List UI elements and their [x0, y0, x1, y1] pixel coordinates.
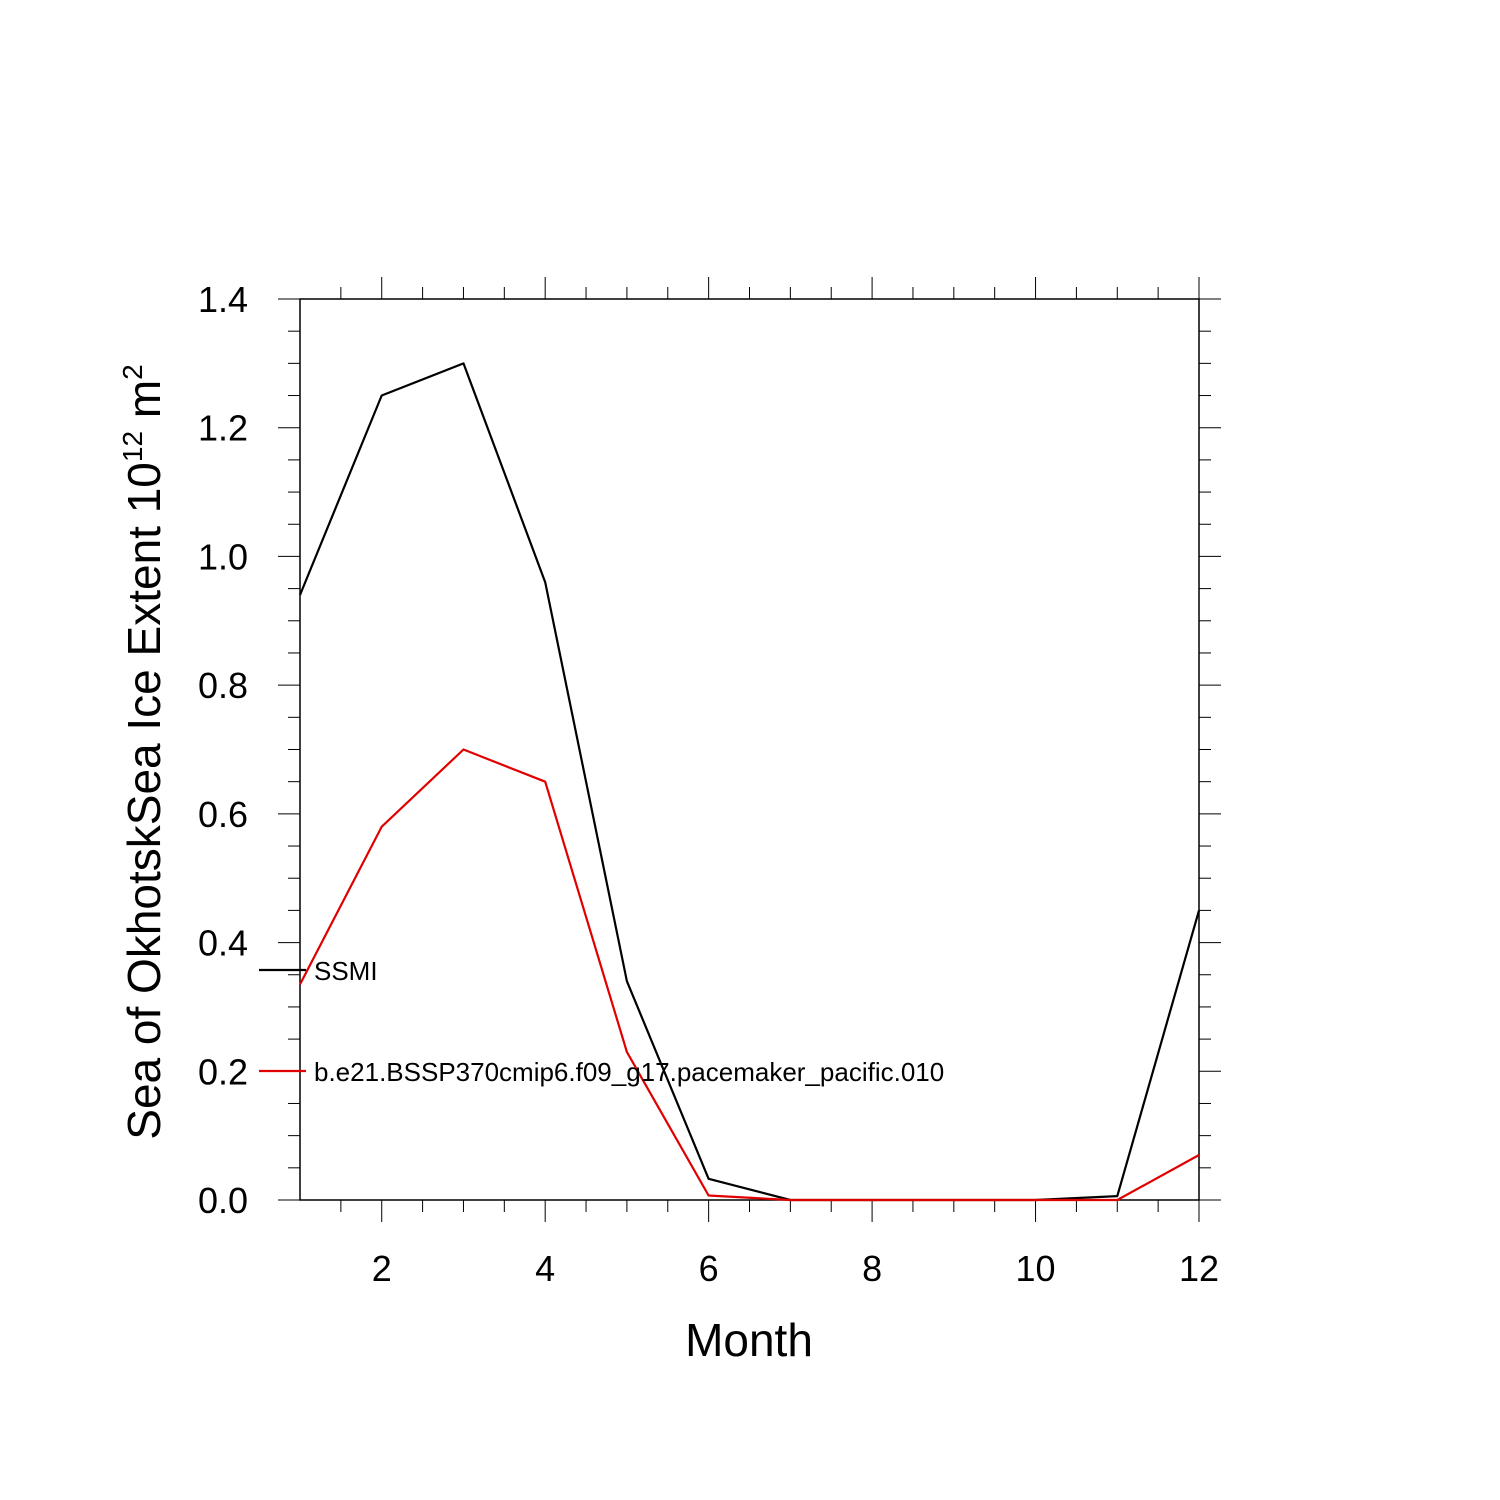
x-tick-labels: 2 4 6 8 10 12 [372, 1248, 1219, 1289]
x-tick-label: 2 [372, 1248, 392, 1289]
x-tick-label: 6 [699, 1248, 719, 1289]
y-tick-labels: 0.0 0.2 0.4 0.6 0.8 1.0 1.2 1.4 [198, 279, 248, 1221]
y-tick-label: 0.2 [198, 1051, 248, 1092]
y-axis-title-unit: m [118, 380, 170, 431]
y-tick-label: 1.0 [198, 536, 248, 577]
x-tick-label: 12 [1179, 1248, 1219, 1289]
y-tick-label: 0.8 [198, 665, 248, 706]
y-tick-label: 0.6 [198, 794, 248, 835]
minor-ticks [288, 287, 1211, 1212]
y-tick-label: 1.2 [198, 408, 248, 449]
y-tick-label: 0.0 [198, 1180, 248, 1221]
x-tick-label: 8 [862, 1248, 882, 1289]
y-axis-title: Sea of OkhotskSea Ice Extent 1012 m2 [117, 364, 170, 1139]
legend-label-2: b.e21.BSSP370cmip6.f09_g17.pacemaker_pac… [314, 1057, 944, 1087]
y-axis-title-exponent: 12 [117, 431, 148, 462]
series-line-2 [299, 748, 1200, 1202]
y-tick-label: 0.4 [198, 923, 248, 964]
y-axis-title-main: Sea of OkhotskSea Ice Extent 10 [118, 462, 170, 1140]
y-tick-label: 1.4 [198, 279, 248, 320]
legend-label-1: SSMI [314, 956, 378, 986]
x-axis-title: Month [685, 1314, 813, 1366]
series-lines [298, 362, 1201, 1202]
major-ticks [278, 277, 1221, 1222]
x-tick-label: 10 [1016, 1248, 1056, 1289]
legend: SSMI b.e21.BSSP370cmip6.f09_g17.pacemaker… [259, 956, 944, 1087]
y-axis-title-unit-exponent: 2 [117, 364, 148, 380]
x-tick-label: 4 [535, 1248, 555, 1289]
svg-text:Sea of OkhotskSea Ice Extent 1: Sea of OkhotskSea Ice Extent 1012 m2 [117, 364, 170, 1139]
